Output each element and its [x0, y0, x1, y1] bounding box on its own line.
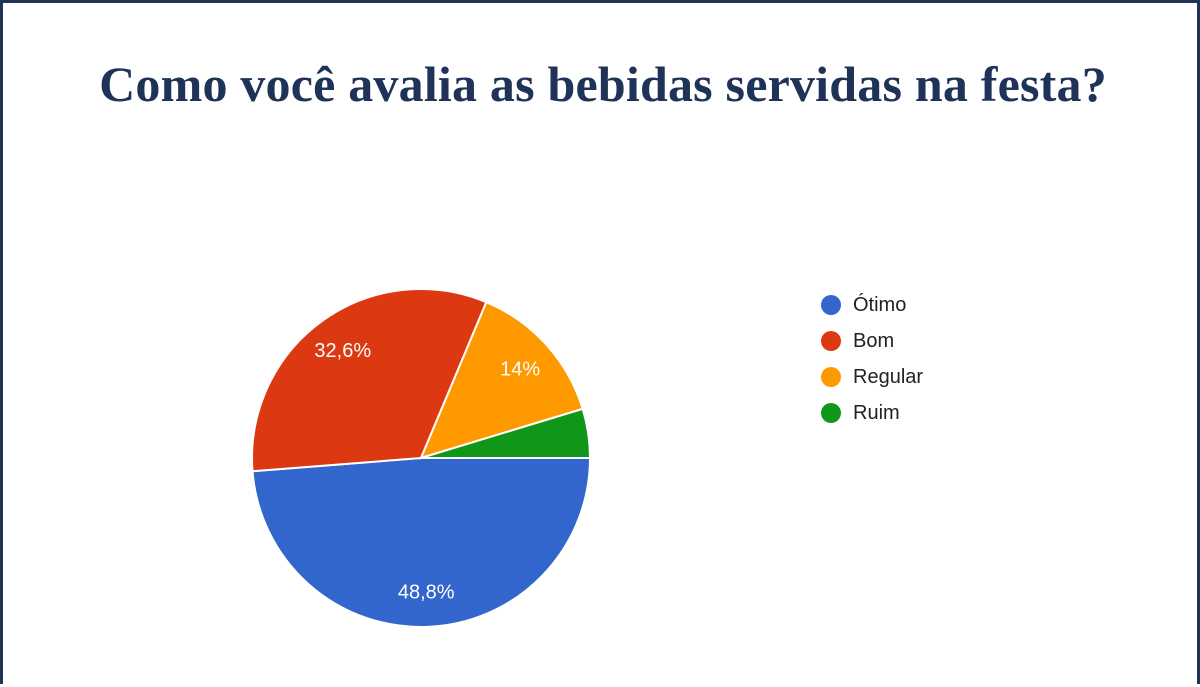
legend-label: Regular	[853, 365, 924, 388]
legend: Ótimo Bom Regular Ruim	[821, 287, 923, 431]
legend-item-ruim[interactable]: Ruim	[821, 395, 923, 431]
slice-label-bom: 32,6%	[314, 340, 371, 362]
legend-item-bom[interactable]: Bom	[821, 323, 923, 359]
legend-label: Ótimo	[853, 293, 907, 316]
pie-slice-otimo[interactable]	[251, 457, 592, 628]
pie-slice-bom[interactable]	[251, 288, 488, 473]
legend-swatch	[821, 403, 841, 423]
pie-slice-ruim[interactable]	[420, 407, 592, 459]
chart-title: Como você avalia as bebidas servidas na …	[99, 56, 1107, 112]
pie-chart: 48,8% 32,6% 14%	[251, 288, 592, 628]
legend-item-regular[interactable]: Regular	[821, 359, 923, 395]
slice-label-regular: 14%	[500, 359, 540, 381]
legend-swatch	[821, 367, 841, 387]
legend-label: Bom	[853, 329, 895, 352]
legend-swatch	[821, 295, 841, 315]
legend-item-otimo[interactable]: Ótimo	[821, 287, 923, 323]
legend-swatch	[821, 331, 841, 351]
legend-label: Ruim	[853, 401, 900, 424]
slice-label-otimo: 48,8%	[398, 581, 455, 603]
pie-slice-regular[interactable]	[419, 300, 584, 460]
